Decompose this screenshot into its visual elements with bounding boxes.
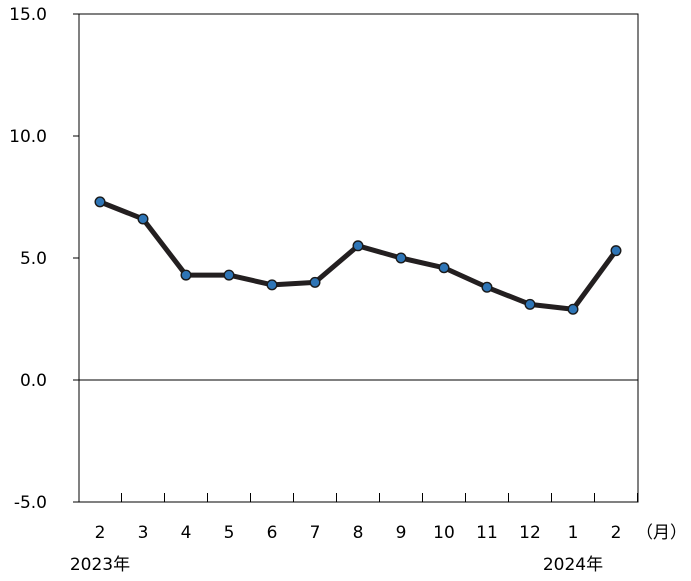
x-tick-label: 7 [310, 523, 321, 543]
x-tick-label: 3 [138, 523, 149, 543]
x-unit-label: （月） [636, 523, 687, 543]
x-tick-label: 12 [519, 523, 541, 543]
data-point [352, 240, 364, 252]
data-point [180, 269, 192, 281]
data-point [567, 303, 579, 315]
x-tick-label: 11 [476, 523, 498, 543]
data-point [438, 262, 450, 274]
data-point [223, 269, 235, 281]
x-tick-label: 2 [611, 523, 622, 543]
x-tick-label: 10 [433, 523, 455, 543]
x-year-label: 2024年 [543, 555, 603, 575]
data-point [266, 279, 278, 291]
data-point [94, 196, 106, 208]
data-point [309, 276, 321, 288]
x-tick-label: 9 [396, 523, 407, 543]
y-tick-label: 5.0 [20, 249, 47, 269]
y-tick-label: 10.0 [9, 127, 47, 147]
x-tick-label: 1 [568, 523, 579, 543]
y-axis: 15.0 10.0 5.0 0.0 -5.0 [9, 5, 79, 513]
y-tick-label: 15.0 [9, 5, 47, 25]
plot-border [78, 13, 639, 503]
y-tick-label: -5.0 [14, 493, 47, 513]
data-point [481, 281, 493, 293]
x-tick-label: 6 [267, 523, 278, 543]
data-point [395, 252, 407, 264]
x-tick-label: 4 [181, 523, 192, 543]
series-layer [94, 196, 622, 315]
plot-frame [78, 13, 639, 503]
x-tick-label: 8 [353, 523, 364, 543]
x-tick-label: 2 [95, 523, 106, 543]
data-point [137, 213, 149, 225]
series-line [97, 199, 619, 312]
x-tick-label: 5 [224, 523, 235, 543]
y-tick-label: 0.0 [20, 371, 47, 391]
x-year-label: 2023年 [70, 555, 130, 575]
data-point [610, 245, 622, 257]
data-point [524, 298, 536, 310]
